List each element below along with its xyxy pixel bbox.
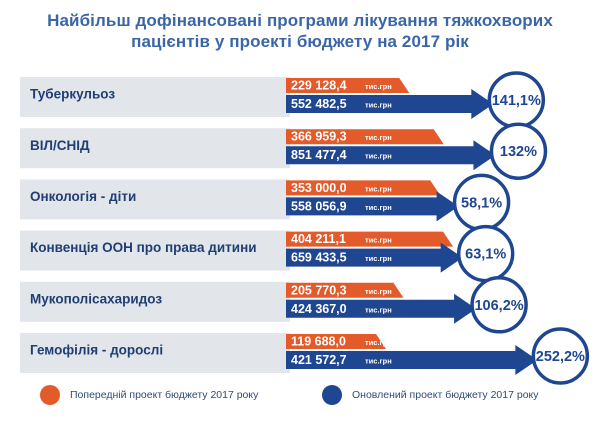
updated-arrow (286, 89, 494, 119)
legend-previous: Попередній проект бюджету 2017 року (40, 384, 258, 406)
previous-unit-label: тис.грн (365, 133, 392, 142)
updated-value-label: 851 477,4 (291, 148, 347, 162)
category-label: ВІЛ/СНІД (30, 138, 90, 153)
increase-percent-label: 252,2% (536, 349, 585, 365)
chart-row: Туберкульоз 229 128,4 тис.грн 552 482,5 тис.… (20, 71, 546, 129)
chart-row: Гемофілія - дорослі 119 688,0 тис.грн 421 5… (20, 327, 590, 385)
previous-unit-label: тис.грн (365, 82, 392, 91)
updated-arrow (286, 293, 477, 324)
previous-unit-label: тис.грн (365, 236, 392, 245)
category-panel (20, 128, 290, 169)
previous-unit-label: тис.грн (365, 287, 392, 296)
previous-bar (286, 78, 410, 93)
updated-arrow (286, 345, 538, 375)
legend-updated-swatch (322, 385, 342, 405)
increase-percent-label: 106,2% (474, 298, 523, 314)
previous-unit-label: тис.грн (365, 184, 392, 193)
category-panel (20, 333, 290, 373)
chart-title: Найбільш дофінансовані програми лікуванн… (0, 10, 600, 52)
increase-percent-label: 58,1% (461, 195, 502, 211)
increase-percent-label: 63,1% (465, 247, 506, 263)
updated-value-label: 421 572,7 (291, 353, 347, 367)
previous-bar (286, 231, 454, 247)
category-label: Онкологія - діти (30, 189, 136, 204)
category-label: Туберкульоз (30, 87, 115, 102)
updated-arrow (286, 242, 463, 273)
updated-unit-label: тис.грн (365, 254, 392, 263)
previous-unit-label: тис.грн (365, 338, 392, 347)
category-panel (20, 77, 290, 117)
category-panel (20, 281, 290, 322)
chart-row: Онкологія - діти 353 000,0 тис.грн 558 056,… (20, 173, 511, 232)
previous-value-label: 366 959,3 (291, 130, 347, 144)
category-label: Конвенція ООН про права дитини (30, 240, 257, 255)
chart-title-line-2: пацієнтів у проекті бюджету на 2017 рік (131, 32, 469, 51)
category-label: Гемофілія - дорослі (30, 343, 163, 358)
chart-row: Мукополісахаридоз 205 770,3 тис.грн 424 367… (20, 276, 528, 334)
increase-percent-label: 132% (500, 144, 537, 160)
legend-updated: Оновлений проект бюджету 2017 року (322, 384, 539, 406)
updated-unit-label: тис.грн (365, 152, 392, 161)
legend-updated-label: Оновлений проект бюджету 2017 року (352, 389, 539, 401)
category-panel (20, 179, 290, 220)
previous-bar (286, 180, 441, 196)
category-panel (20, 230, 290, 271)
updated-arrow (286, 140, 496, 171)
previous-bar (286, 334, 386, 349)
increase-circle (470, 276, 528, 334)
updated-value-label: 558 056,9 (291, 199, 347, 213)
previous-bar (286, 282, 404, 298)
updated-unit-label: тис.грн (365, 305, 392, 314)
previous-value-label: 229 128,4 (291, 79, 347, 93)
previous-bar (286, 129, 444, 145)
updated-value-label: 659 433,5 (291, 251, 347, 265)
previous-value-label: 205 770,3 (291, 283, 347, 297)
previous-value-label: 119 688,0 (291, 335, 346, 349)
updated-value-label: 424 367,0 (291, 302, 347, 316)
previous-value-label: 404 211,1 (291, 232, 346, 246)
increase-percent-label: 141,1% (492, 93, 541, 109)
legend-previous-swatch (40, 385, 60, 405)
chart-title-line-1: Найбільш дофінансовані програми лікуванн… (47, 11, 553, 30)
updated-unit-label: тис.грн (365, 357, 392, 366)
legend-previous-label: Попередній проект бюджету 2017 року (70, 389, 259, 401)
chart-row: ВІЛ/СНІД 366 959,3 тис.грн 851 477,4 тис.грн… (20, 122, 548, 180)
category-label: Мукополісахаридоз (30, 291, 162, 306)
updated-unit-label: тис.грн (365, 203, 392, 212)
updated-arrow (286, 191, 459, 222)
previous-value-label: 353 000,0 (291, 181, 347, 195)
chart-row: Конвенція ООН про права дитини 404 211,1 т… (20, 224, 515, 283)
updated-value-label: 552 482,5 (291, 97, 347, 111)
updated-unit-label: тис.грн (365, 101, 392, 110)
increase-circle (531, 327, 590, 385)
increase-circle (489, 122, 548, 180)
